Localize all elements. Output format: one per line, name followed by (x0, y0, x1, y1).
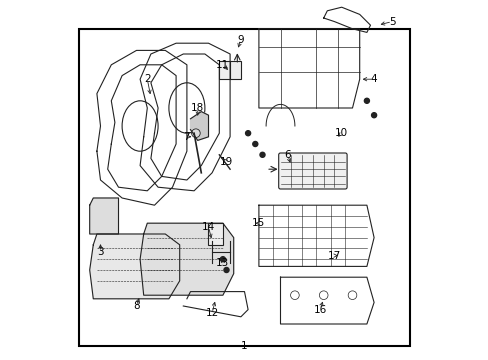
Text: 9: 9 (237, 35, 244, 45)
Bar (79, 29, 409, 346)
Text: 13: 13 (216, 258, 229, 268)
Circle shape (371, 113, 376, 118)
Circle shape (191, 129, 200, 138)
Text: 3: 3 (97, 247, 103, 257)
Bar (219, 61, 241, 79)
FancyBboxPatch shape (278, 153, 346, 189)
Text: 7: 7 (183, 132, 190, 142)
Polygon shape (140, 223, 233, 295)
Text: 15: 15 (252, 218, 265, 228)
Circle shape (260, 152, 264, 157)
Circle shape (252, 141, 257, 147)
Text: 19: 19 (220, 157, 233, 167)
Polygon shape (89, 234, 179, 299)
Text: 12: 12 (205, 308, 218, 318)
Polygon shape (89, 198, 118, 234)
Bar (208, 223, 223, 245)
Circle shape (245, 131, 250, 136)
Circle shape (224, 267, 228, 273)
Text: 2: 2 (143, 74, 150, 84)
Text: 17: 17 (327, 251, 341, 261)
Text: 10: 10 (334, 128, 347, 138)
Text: 18: 18 (191, 103, 204, 113)
Text: 5: 5 (388, 17, 395, 27)
Polygon shape (190, 112, 208, 140)
Text: 8: 8 (133, 301, 140, 311)
Text: 16: 16 (313, 305, 326, 315)
Text: 14: 14 (202, 222, 215, 232)
Circle shape (364, 98, 368, 103)
Text: 11: 11 (216, 60, 229, 70)
Text: 1: 1 (241, 341, 247, 351)
Text: 6: 6 (284, 150, 290, 160)
Circle shape (220, 257, 225, 262)
Text: 4: 4 (370, 74, 377, 84)
